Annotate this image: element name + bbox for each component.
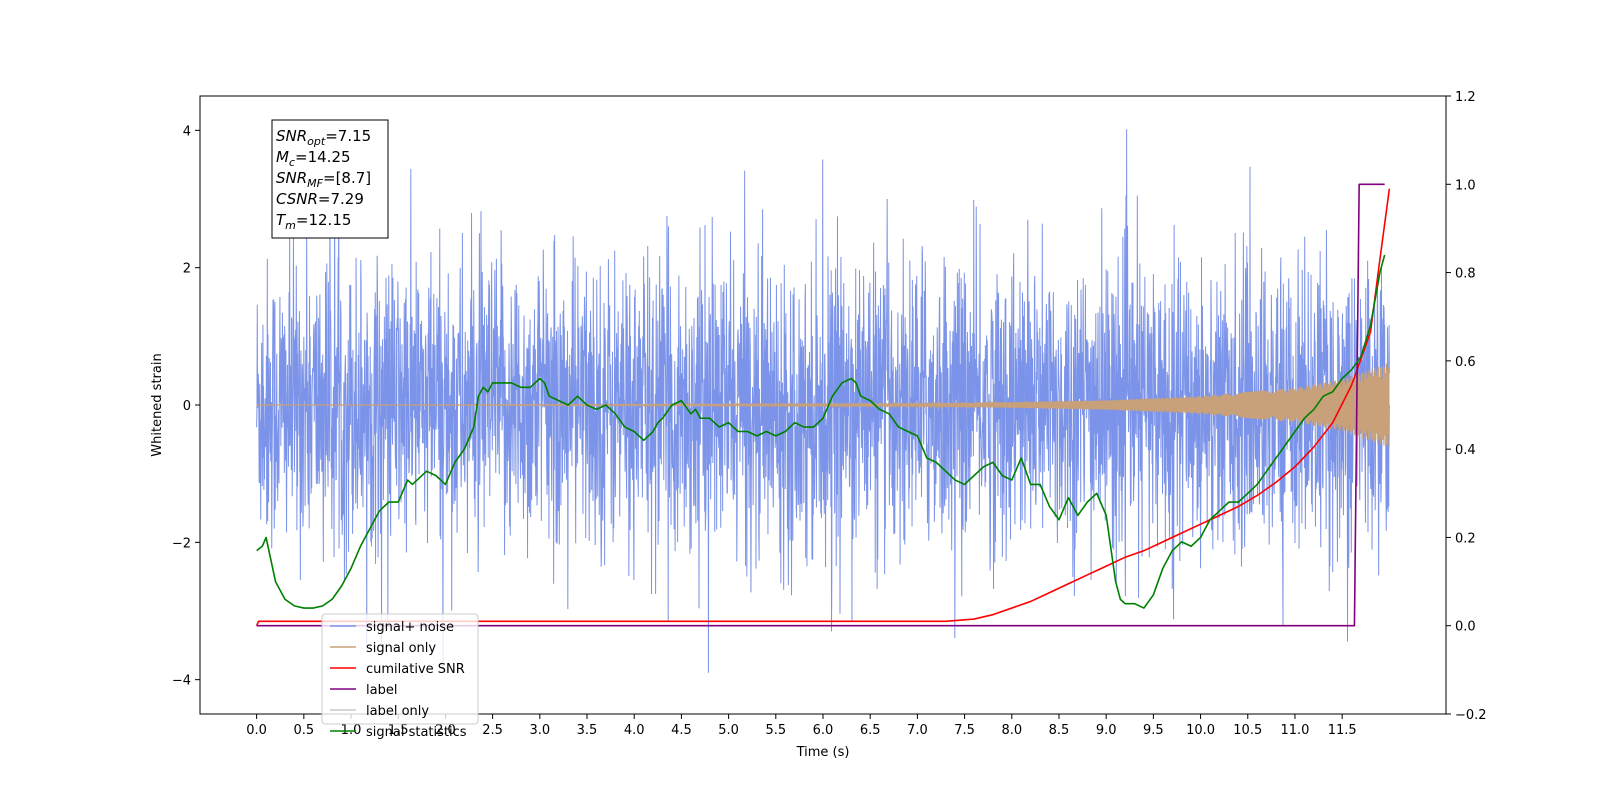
- info-box-frame: [271, 119, 389, 239]
- info-box-value: =14.25: [295, 148, 351, 166]
- series-cumilative-snr: [255, 188, 1391, 627]
- y-right-tick-label: 0.4: [1455, 443, 1476, 458]
- x-tick-label: 0.5: [293, 723, 314, 738]
- x-axis-label: Time (s): [796, 745, 850, 760]
- legend: signal+ noise signal only cumilative SNR la…: [321, 613, 479, 740]
- legend-label: signal+ noise: [366, 620, 454, 635]
- y-tick-label: 2: [183, 262, 191, 277]
- x-tick-label: 5.0: [718, 723, 739, 738]
- legend-label: label: [366, 683, 397, 698]
- x-tick-label: 6.5: [860, 723, 881, 738]
- x-tick-label: 2.5: [482, 723, 503, 738]
- series-line-signal-only: [256, 363, 1390, 447]
- x-tick-label: 4.5: [671, 723, 692, 738]
- x-tick-label: 10.5: [1233, 723, 1262, 738]
- info-box-symbol: SNR: [276, 127, 307, 145]
- x-tick-label: 11.0: [1280, 723, 1309, 738]
- x-tick-label: 3.0: [529, 723, 550, 738]
- info-box-symbol: SNR: [276, 169, 307, 187]
- info-box-line: SNRopt=7.15: [276, 127, 371, 148]
- y-tick-label: −2: [172, 536, 191, 551]
- info-box-value: =7.29: [318, 190, 364, 208]
- y-tick-label: 4: [183, 124, 191, 139]
- x-tick-label: 6.0: [813, 723, 834, 738]
- y-right-tick-label: 0.6: [1455, 355, 1476, 370]
- info-box: SNRopt=7.15Mc=14.25SNRMF=[8.7]CSNR=7.29T…: [271, 119, 389, 239]
- series-label: [256, 183, 1385, 627]
- legend-label: signal statistics: [366, 725, 467, 740]
- legend-label: cumilative SNR: [366, 662, 465, 677]
- info-box-subscript: m: [285, 219, 296, 232]
- y-right-tick-label: 1.2: [1455, 90, 1476, 105]
- x-tick-label: 5.5: [765, 723, 786, 738]
- x-tick-label: 7.5: [954, 723, 975, 738]
- x-tick-label: 11.5: [1328, 723, 1357, 738]
- info-box-line: SNRMF=[8.7]: [276, 169, 371, 190]
- x-tick-label: 3.5: [577, 723, 598, 738]
- info-box-symbol: CSNR: [276, 190, 318, 208]
- series-signal-only: [256, 363, 1390, 447]
- y-right-tick-label: −0.2: [1455, 708, 1487, 723]
- legend-label: label only: [366, 704, 429, 719]
- legend-frame: [321, 613, 479, 725]
- info-box-line: Tm=12.15: [276, 211, 351, 232]
- y-right-tick-label: 0.8: [1455, 267, 1476, 282]
- info-box-subscript: c: [289, 156, 295, 169]
- y-tick-label: −4: [172, 674, 191, 689]
- y-axis-label: Whitened strain: [150, 353, 165, 456]
- x-tick-label: 9.0: [1096, 723, 1117, 738]
- x-tick-label: 4.0: [624, 723, 645, 738]
- x-tick-label: 8.5: [1049, 723, 1070, 738]
- info-box-value: =[8.7]: [323, 169, 371, 187]
- info-box-value: =12.15: [296, 211, 352, 229]
- legend-label: signal only: [366, 641, 436, 656]
- x-tick-label: 2.0: [435, 723, 456, 738]
- info-box-subscript: opt: [307, 135, 326, 148]
- series-signal-statistics: [256, 254, 1386, 609]
- y-right-tick-label: 0.2: [1455, 531, 1476, 546]
- info-box-symbol: M: [276, 148, 289, 166]
- axes: 0.0 0.5 1.0 1.5 2.0 2.5 3.0 3.5 4.0 4.5 5.0 5.5 6.0 6…: [172, 90, 1487, 738]
- x-tick-label: 0.0: [246, 723, 267, 738]
- plot-area: [255, 129, 1391, 673]
- y-right-tick-label: 1.0: [1455, 178, 1476, 193]
- info-box-subscript: MF: [307, 177, 323, 190]
- x-tick-label: 10.0: [1186, 723, 1215, 738]
- info-box-line: CSNR=7.29: [276, 190, 364, 208]
- series-line: [256, 183, 1385, 627]
- y-right-tick-label: 0.0: [1455, 620, 1476, 635]
- info-box-line: Mc=14.25: [276, 148, 351, 169]
- x-tick-label: 8.0: [1001, 723, 1022, 738]
- info-box-symbol: T: [276, 211, 287, 229]
- x-tick-label: 1.5: [388, 723, 409, 738]
- x-tick-label: 7.0: [907, 723, 928, 738]
- series-line: [255, 188, 1391, 627]
- x-tick-label: 9.5: [1143, 723, 1164, 738]
- series-line: [256, 254, 1386, 609]
- info-box-value: =7.15: [325, 127, 371, 145]
- y-tick-label: 0: [183, 399, 191, 414]
